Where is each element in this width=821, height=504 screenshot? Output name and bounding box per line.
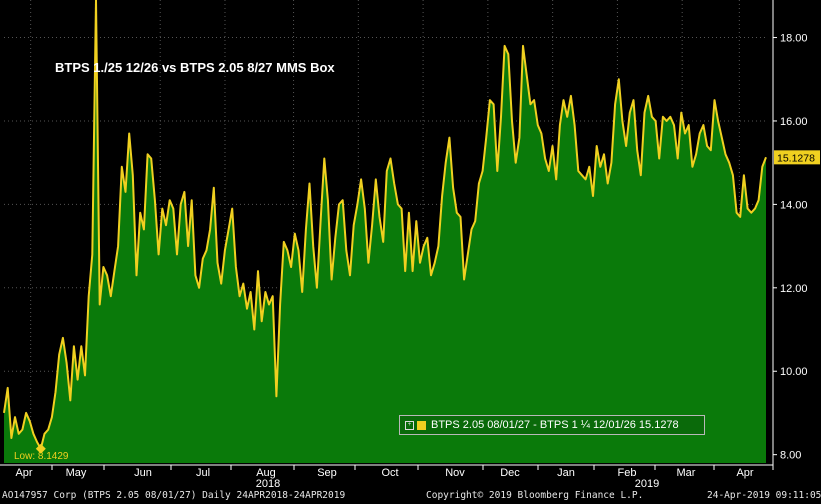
low-label: Low: 8.1429 bbox=[14, 451, 69, 462]
y-tick-label: 18.00 bbox=[780, 33, 808, 45]
series-area bbox=[4, 0, 766, 463]
footer-timestamp: 24-Apr-2019 09:11:05 bbox=[707, 490, 821, 501]
x-tick-label: Feb bbox=[618, 467, 637, 479]
x-tick-label: Sep bbox=[317, 467, 337, 479]
x-tick-label: Aug bbox=[256, 467, 276, 479]
y-tick-label: 14.00 bbox=[780, 199, 808, 211]
x-tick-label: Nov bbox=[445, 467, 465, 479]
legend[interactable]: + BTPS 2.05 08/01/27 - BTPS 1 ¼ 12/01/26… bbox=[399, 415, 705, 435]
x-tick-label: Oct bbox=[381, 467, 398, 479]
x-tick-label: Apr bbox=[736, 467, 753, 479]
legend-label: BTPS 2.05 08/01/27 - BTPS 1 ¼ 12/01/26 1… bbox=[431, 419, 679, 431]
y-tick-label: 10.00 bbox=[780, 366, 808, 378]
low-marker-icon bbox=[35, 443, 46, 454]
x-tick-label: May bbox=[66, 467, 87, 479]
last-value-label: 15.1278 bbox=[777, 152, 815, 164]
year-label: 2019 bbox=[635, 478, 659, 490]
last-value-badge bbox=[774, 150, 820, 165]
x-tick-label: Dec bbox=[500, 467, 520, 479]
series-line bbox=[3, 0, 767, 450]
footer-left: AO147957 Corp (BTPS 2.05 08/01/27) Daily… bbox=[2, 490, 346, 501]
year-label: 2018 bbox=[256, 478, 280, 490]
x-tick-label: Jun bbox=[134, 467, 152, 479]
legend-toggle-icon[interactable]: + bbox=[405, 420, 414, 430]
y-tick-label: 8.00 bbox=[780, 450, 801, 462]
legend-swatch bbox=[417, 420, 426, 430]
y-tick-label: 12.00 bbox=[780, 283, 808, 295]
x-tick-label: Mar bbox=[677, 467, 696, 479]
x-tick-label: Jul bbox=[196, 467, 210, 479]
y-tick-label: 16.00 bbox=[780, 116, 808, 128]
footer: AO147957 Corp (BTPS 2.05 08/01/27) Daily… bbox=[0, 489, 821, 504]
chart-title: BTPS 1./25 12/26 vs BTPS 2.05 8/27 MMS B… bbox=[55, 60, 335, 75]
x-tick-label: Apr bbox=[15, 467, 32, 479]
footer-copyright: Copyright© 2019 Bloomberg Finance L.P. bbox=[426, 490, 644, 501]
x-tick-label: Jan bbox=[557, 467, 575, 479]
